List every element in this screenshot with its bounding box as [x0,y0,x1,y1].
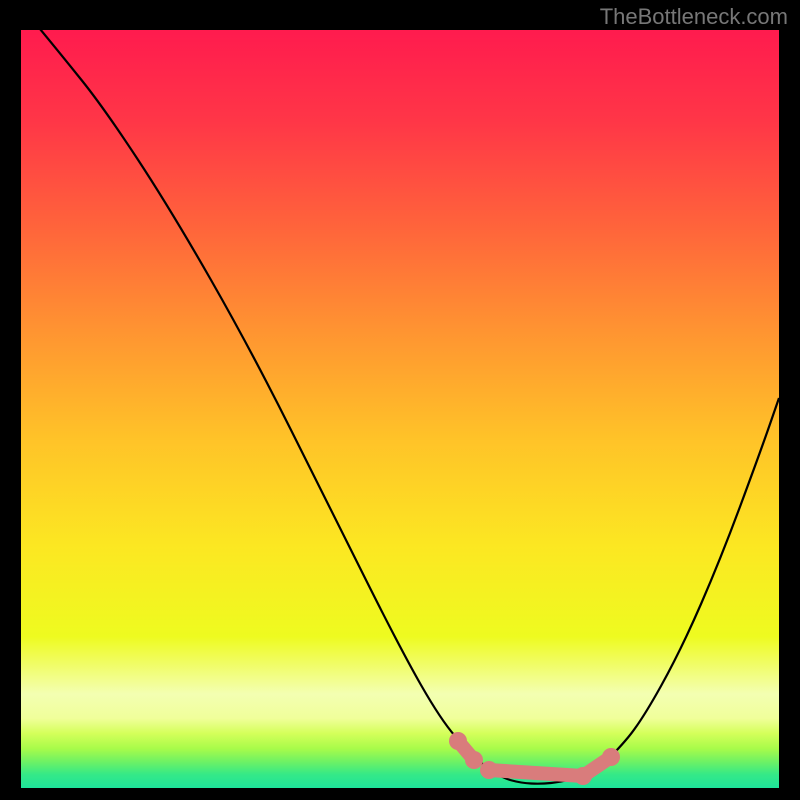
highlight-overlay [21,30,779,788]
plot-area [21,30,779,788]
watermark-text: TheBottleneck.com [600,4,788,30]
